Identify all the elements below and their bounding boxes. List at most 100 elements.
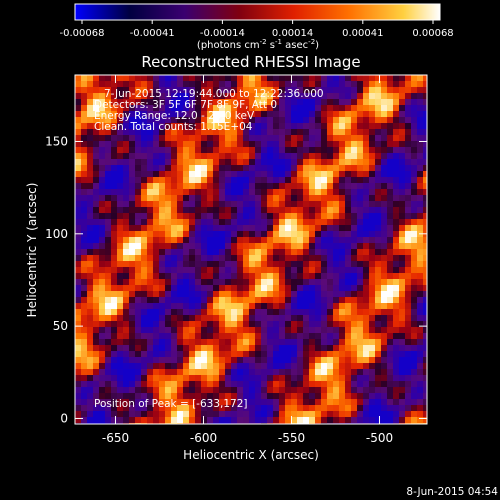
heatmap-cell — [135, 111, 141, 117]
heatmap-cell — [417, 303, 423, 309]
heatmap-cell — [279, 297, 285, 303]
heatmap-cell — [273, 411, 279, 417]
heatmap-cell — [357, 339, 363, 345]
heatmap-cell — [135, 243, 141, 249]
heatmap-cell — [315, 129, 321, 135]
heatmap-cell — [321, 147, 327, 153]
heatmap-cell — [237, 315, 243, 321]
heatmap-cell — [219, 351, 225, 357]
heatmap-cell — [243, 93, 249, 99]
heatmap-cell — [339, 111, 345, 117]
heatmap-cell — [117, 87, 123, 93]
heatmap-cell — [267, 183, 273, 189]
heatmap-cell — [75, 303, 81, 309]
heatmap-cell — [111, 345, 117, 351]
heatmap-cell — [129, 117, 135, 123]
heatmap-cell — [423, 183, 427, 189]
heatmap-cell — [411, 255, 417, 261]
heatmap-cell — [231, 267, 237, 273]
heatmap-cell — [411, 249, 417, 255]
heatmap-cell — [171, 93, 177, 99]
heatmap-cell — [261, 237, 267, 243]
heatmap-cell — [339, 357, 345, 363]
heatmap-cell — [411, 225, 417, 231]
heatmap-cell — [171, 123, 177, 129]
heatmap-cell — [279, 147, 285, 153]
heatmap-cell — [225, 189, 231, 195]
heatmap-cell — [339, 321, 345, 327]
heatmap-cell — [291, 201, 297, 207]
heatmap-cell — [201, 249, 207, 255]
heatmap-cell — [393, 333, 399, 339]
heatmap-cell — [399, 81, 405, 87]
heatmap-cell — [201, 75, 207, 81]
heatmap-cell — [171, 219, 177, 225]
heatmap-cell — [195, 267, 201, 273]
heatmap-cell — [261, 201, 267, 207]
heatmap-cell — [93, 237, 99, 243]
heatmap-cell — [291, 411, 297, 417]
heatmap-cell — [387, 207, 393, 213]
heatmap-cell — [291, 87, 297, 93]
heatmap-cell — [303, 375, 309, 381]
heatmap-cell — [387, 327, 393, 333]
heatmap-cell — [75, 345, 81, 351]
heatmap-cell — [243, 153, 249, 159]
heatmap-cell — [147, 147, 153, 153]
heatmap-cell — [381, 357, 387, 363]
heatmap-cell — [207, 129, 213, 135]
heatmap-cell — [183, 249, 189, 255]
heatmap-cell — [261, 123, 267, 129]
heatmap-cell — [255, 129, 261, 135]
heatmap-cell — [267, 321, 273, 327]
heatmap-cell — [351, 393, 357, 399]
heatmap-cell — [111, 129, 117, 135]
heatmap-cell — [135, 285, 141, 291]
heatmap-cell — [237, 411, 243, 417]
heatmap-cell — [423, 195, 427, 201]
heatmap-cell — [273, 81, 279, 87]
heatmap-cell — [285, 111, 291, 117]
heatmap-cell — [405, 315, 411, 321]
heatmap-cell — [147, 207, 153, 213]
heatmap-cell — [81, 135, 87, 141]
heatmap-cell — [159, 159, 165, 165]
heatmap-cell — [321, 339, 327, 345]
heatmap-cell — [381, 369, 387, 375]
heatmap-cell — [405, 345, 411, 351]
heatmap-cell — [147, 411, 153, 417]
heatmap-cell — [381, 219, 387, 225]
heatmap-cell — [261, 189, 267, 195]
heatmap-cell — [303, 219, 309, 225]
heatmap-cell — [423, 93, 427, 99]
heatmap-cell — [309, 387, 315, 393]
heatmap-cell — [231, 315, 237, 321]
heatmap-cell — [207, 297, 213, 303]
heatmap-cell — [309, 207, 315, 213]
heatmap-cell — [75, 129, 81, 135]
heatmap-cell — [369, 387, 375, 393]
heatmap-cell — [297, 411, 303, 417]
heatmap-cell — [123, 135, 129, 141]
heatmap-cell — [255, 363, 261, 369]
heatmap-cell — [99, 321, 105, 327]
heatmap-cell — [93, 267, 99, 273]
heatmap-cell — [417, 105, 423, 111]
heatmap-cell — [213, 207, 219, 213]
heatmap-cell — [189, 195, 195, 201]
heatmap-cell — [243, 327, 249, 333]
heatmap-cell — [321, 153, 327, 159]
heatmap-cell — [387, 93, 393, 99]
heatmap-cell — [405, 111, 411, 117]
heatmap-cell — [243, 273, 249, 279]
heatmap-cell — [249, 387, 255, 393]
heatmap-cell — [147, 297, 153, 303]
heatmap-cell — [273, 279, 279, 285]
heatmap-cell — [99, 117, 105, 123]
heatmap-cell — [153, 363, 159, 369]
heatmap-cell — [363, 327, 369, 333]
heatmap-cell — [363, 207, 369, 213]
heatmap-cell — [291, 267, 297, 273]
heatmap-cell — [387, 225, 393, 231]
